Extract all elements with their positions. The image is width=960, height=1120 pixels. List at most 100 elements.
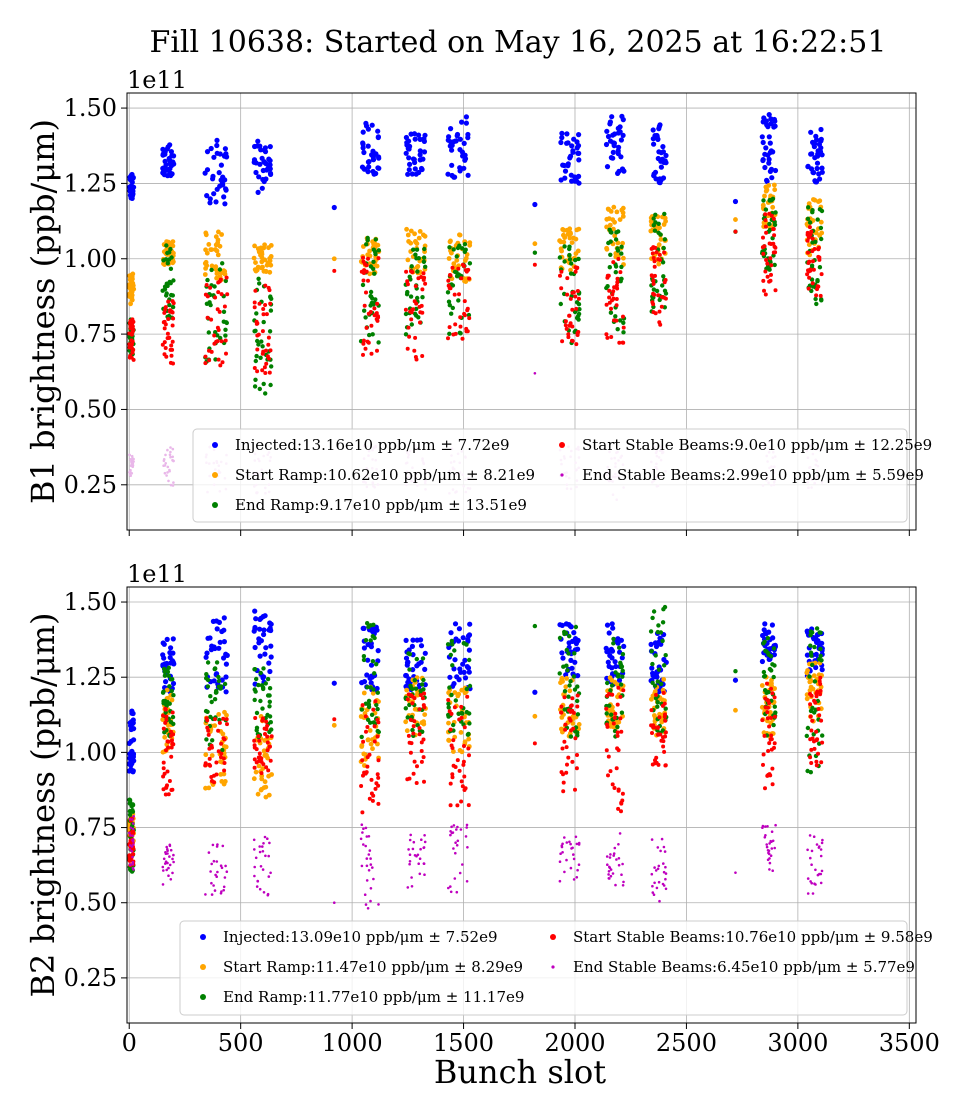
b1-point-start-stable-beams (605, 275, 610, 280)
b1-point-injected (267, 158, 273, 164)
b2-point-end-ramp (660, 620, 666, 625)
b1-point-end-stable-beams (168, 468, 171, 472)
b1-point-start-stable-beams (410, 270, 415, 275)
b1-point-end-ramp (454, 254, 459, 259)
b2-point-end-stable-beams (165, 868, 168, 872)
b1-point-start-stable-beams (375, 348, 379, 353)
b1-point-start-stable-beams (268, 348, 273, 353)
b2-point-start-stable-beams (216, 728, 221, 733)
b2-point-end-stable-beams (810, 849, 814, 853)
b2-point-injected (462, 675, 469, 681)
b2-point-start-stable-beams (465, 694, 470, 699)
b2-y-tick-label: 0.50 (64, 889, 117, 917)
b1-point-end-ramp (449, 311, 454, 316)
b2-legend-label-start-stable-beams: Start Stable Beams:10.76e10 ppb/μm ± 9.5… (573, 928, 933, 946)
b1-point-end-stable-beams (168, 453, 172, 457)
b1-point-start-ramp (214, 275, 220, 281)
b1-point-injected (359, 164, 366, 170)
b2-point-start-stable-beams (604, 748, 609, 753)
b1-point-start-stable-beams (376, 256, 381, 261)
b1-point-start-ramp (216, 229, 221, 235)
b1-point-end-ramp (558, 301, 563, 307)
b2-point-end-ramp (467, 711, 472, 716)
b1-point-injected (370, 154, 376, 160)
b2-point-start-stable-beams (455, 803, 460, 808)
b2-point-start-stable-beams (767, 772, 772, 777)
b1-point-end-ramp (421, 259, 427, 264)
b2-point-end-stable-beams (128, 817, 132, 821)
b2-point-start-stable-beams (564, 770, 569, 775)
b2-point-end-ramp (414, 656, 419, 662)
b1-point-start-stable-beams (267, 370, 272, 375)
b1-point-start-stable-beams (807, 225, 812, 230)
b1-point-start-stable-beams (219, 339, 224, 344)
b2-point-injected (418, 643, 425, 649)
b1-point-start-stable-beams (568, 296, 573, 301)
b1-point-start-stable-beams (621, 325, 626, 330)
b2-point-end-stable-beams (364, 903, 368, 906)
b1-point-start-ramp (772, 182, 777, 188)
b2-point-end-stable-beams (607, 870, 611, 873)
b2-point-start-stable-beams (375, 717, 380, 722)
b1-point-end-ramp (656, 221, 661, 226)
b2-point-end-ramp (410, 727, 415, 733)
b2-point-start-stable-beams (606, 773, 610, 778)
b1-y-tick-label: 0.75 (64, 320, 117, 348)
b2-point-end-stable-beams (611, 872, 615, 875)
b1-point-end-ramp (253, 358, 258, 364)
b1-point-end-ramp (447, 245, 452, 250)
b2-point-start-stable-beams (459, 779, 464, 784)
b2-point-end-ramp (650, 680, 655, 685)
b1-legend-marker-start-ramp (212, 472, 218, 478)
b2-point-end-stable-beams (563, 870, 566, 874)
b2-point-end-stable-beams (761, 824, 765, 828)
b1-point-end-ramp (167, 302, 172, 308)
b1-point-start-stable-beams (205, 315, 210, 320)
b2-point-start-stable-beams (457, 768, 462, 773)
b2-point-start-stable-beams (616, 806, 621, 811)
b1-point-start-stable-beams (207, 348, 211, 353)
b1-point-end-ramp (254, 311, 259, 316)
b1-point-end-stable-beams (163, 471, 167, 475)
b2-legend-marker-end-ramp (200, 994, 206, 1000)
b1-point-end-ramp (568, 271, 574, 276)
b2-point-start-ramp (559, 715, 565, 720)
b1-point-end-ramp (446, 299, 452, 304)
b2-point-end-ramp (572, 687, 578, 692)
b1-legend-label-start-ramp: Start Ramp:10.62e10 ppb/μm ± 8.21e9 (235, 466, 535, 484)
b2-point-end-ramp (204, 672, 209, 677)
b2-point-end-ramp (406, 651, 411, 656)
b2-point-end-stable-beams (609, 874, 613, 878)
b1-point-start-stable-beams (576, 330, 581, 334)
b2-point-end-stable-beams (810, 863, 813, 866)
b2-point-injected (448, 630, 454, 636)
b1-point-start-stable-beams (130, 324, 135, 329)
b2-point-injected (256, 636, 262, 642)
b1-point-start-stable-beams (565, 276, 570, 281)
b2-point-start-stable-beams (462, 725, 467, 730)
b2-point-end-stable-beams (618, 832, 622, 835)
b1-point-start-stable-beams (656, 257, 661, 262)
b1-point-injected (558, 139, 564, 146)
b2-point-end-ramp (216, 674, 221, 680)
b1-point-injected (568, 153, 574, 159)
b1-point-injected (407, 161, 413, 167)
b2-point-start-stable-beams (373, 699, 378, 704)
b1-point-end-ramp (164, 243, 169, 248)
b1-point-injected (570, 149, 576, 155)
b1-point-end-ramp (257, 386, 262, 392)
b1-point-end-ramp (409, 264, 414, 269)
b1-point-start-stable-beams (812, 247, 817, 251)
b2-point-injected (607, 652, 613, 659)
b2-point-end-stable-beams (423, 873, 426, 876)
b1-point-start-ramp (374, 263, 380, 269)
b2-point-end-ramp (267, 729, 272, 735)
b1-point-start-stable-beams (130, 321, 134, 325)
b1-point-injected (169, 153, 175, 159)
b1-point-start-ramp (604, 246, 610, 252)
b1-point-injected (457, 136, 463, 142)
b1-point-injected (376, 165, 382, 171)
b1-point-start-ramp (262, 257, 268, 263)
b1-point-end-ramp (364, 242, 369, 247)
b2-point-injected (461, 669, 467, 676)
